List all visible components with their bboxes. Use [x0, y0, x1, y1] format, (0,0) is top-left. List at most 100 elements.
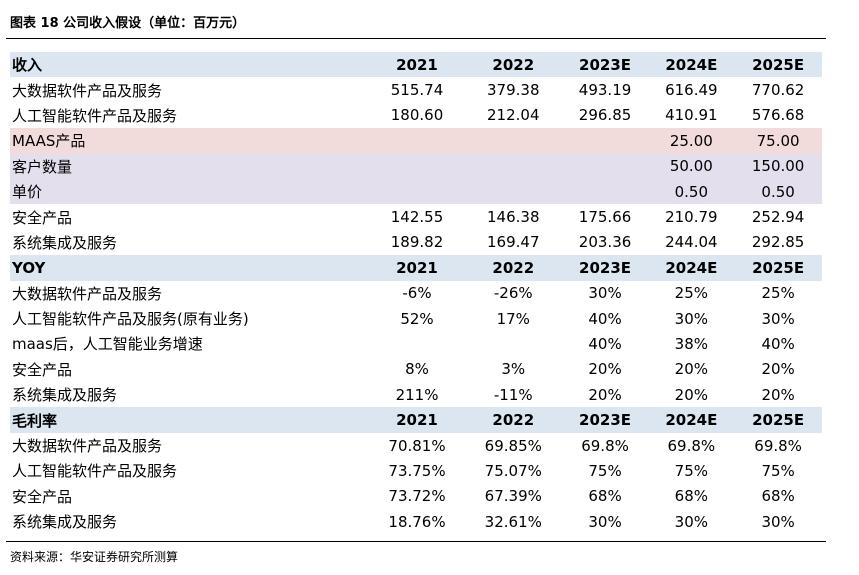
table-cell: 68%	[588, 487, 622, 506]
row-label: 安全产品	[12, 208, 73, 227]
table-row: 系统集成及服务 18.76% 32.61% 30% 30% 30%	[10, 509, 822, 534]
table-cell: 30%	[674, 309, 708, 328]
table-cell: 203.36	[578, 233, 632, 252]
table-cell: 30%	[761, 512, 795, 531]
table-cell: 70.81%	[388, 436, 446, 455]
table-cell: 20%	[761, 385, 795, 404]
table-cell: 2024E	[665, 55, 718, 74]
table-cell: 146.38	[487, 208, 540, 227]
table-cell: 25%	[674, 284, 708, 303]
table-row: 大数据软件产品及服务 70.81% 69.85% 69.8% 69.8% 69.8%	[10, 433, 822, 458]
table-cell: 616.49	[665, 81, 718, 100]
table-cell: 73.75%	[388, 461, 446, 480]
row-label: 大数据软件产品及服务	[12, 284, 163, 303]
table-cell: 142.55	[390, 208, 444, 227]
row-label: 人工智能软件产品及服务	[12, 106, 178, 125]
row-label: 毛利率	[12, 411, 58, 430]
table-cell: 68%	[674, 487, 708, 506]
table-cell: 515.74	[390, 81, 444, 100]
table-row: 人工智能软件产品及服务 180.60 212.04 296.85 410.91 576.6…	[10, 103, 822, 128]
table-cell: 69.8%	[667, 436, 716, 455]
table: 收入 2021 2022 2023E 2024E 2025E 大数据软件产品及服务 515.7…	[10, 52, 822, 534]
table-cell: 73.72%	[388, 487, 446, 506]
table-cell: 150.00	[751, 157, 805, 176]
table-cell: 292.85	[751, 233, 805, 252]
source: 资料来源：华安证券研究所测算	[10, 550, 179, 564]
table-cell: 2023E	[579, 55, 632, 74]
table-cell: 2022	[492, 411, 535, 430]
table-row: 系统集成及服务 211% -11% 20% 20% 20%	[10, 382, 822, 407]
table-cell: 2021	[396, 258, 438, 277]
table-cell: 38%	[674, 334, 708, 353]
table-cell: 2023E	[579, 411, 632, 430]
table-cell: 40%	[761, 334, 795, 353]
row-label: maas后，人工智能业务增速	[12, 335, 203, 354]
row-label: 人工智能软件产品及服务(原有业务)	[12, 310, 249, 329]
table-row: 安全产品 8% 3% 20% 20% 20%	[10, 357, 822, 382]
table-row: 系统集成及服务 189.82 169.47 203.36 244.04 292.85	[10, 230, 822, 255]
table-cell: 2022	[492, 258, 535, 277]
row-label: 安全产品	[12, 487, 73, 506]
table-cell: 2025E	[752, 411, 805, 430]
table-cell: 50.00	[669, 157, 713, 176]
table-row: 毛利率 2021 2022 2023E 2024E 2025E	[10, 407, 822, 433]
rule	[6, 541, 826, 542]
table-row: 安全产品 142.55 146.38 175.66 210.79 252.94	[10, 204, 822, 229]
row-label: 安全产品	[12, 360, 73, 379]
row-label: 客户数量	[12, 157, 73, 176]
table-cell: 52%	[400, 309, 434, 328]
row-label: MAAS产品	[12, 132, 86, 151]
table-cell: 252.94	[751, 208, 805, 227]
table-cell: 244.04	[665, 233, 718, 252]
table-row: 大数据软件产品及服务 515.74 379.38 493.19 616.49 770.62	[10, 77, 822, 102]
table-cell: 180.60	[390, 106, 444, 125]
table-cell: 18.76%	[388, 512, 446, 531]
table-cell: 770.62	[751, 81, 805, 100]
table-cell: 212.04	[487, 106, 540, 125]
table-row: 安全产品 73.72% 67.39% 68% 68% 68%	[10, 484, 822, 509]
row-label: 系统集成及服务	[12, 233, 118, 252]
table-row: 人工智能软件产品及服务(原有业务) 52% 17% 40% 30% 30%	[10, 306, 822, 331]
table-cell: 576.68	[751, 106, 805, 125]
table-cell: 75%	[588, 461, 622, 480]
row-label: 大数据软件产品及服务	[12, 81, 163, 100]
table-cell: 30%	[588, 512, 622, 531]
table-cell: 210.79	[665, 208, 718, 227]
rule	[6, 38, 826, 39]
table-cell: 2023E	[579, 258, 632, 277]
table-cell: 0.50	[674, 182, 709, 201]
table-cell: 17%	[496, 309, 530, 328]
table-row: 大数据软件产品及服务 -6% -26% 30% 25% 25%	[10, 281, 822, 306]
table-cell: 2025E	[752, 55, 805, 74]
table-cell: 69.8%	[754, 436, 802, 455]
table-cell: 75%	[761, 461, 795, 480]
table-row: maas后，人工智能业务增速 40% 38% 40%	[10, 331, 822, 356]
table-cell: 2024E	[665, 258, 718, 277]
title: 图表 18 公司收入假设（单位：百万元）	[10, 16, 246, 31]
table-cell: 8%	[405, 360, 429, 379]
table-row: 人工智能软件产品及服务 73.75% 75.07% 75% 75% 75%	[10, 458, 822, 483]
table-cell: 2021	[396, 411, 438, 430]
row-label: 系统集成及服务	[12, 513, 118, 532]
table-cell: 2024E	[665, 411, 718, 430]
table-cell: 20%	[588, 360, 622, 379]
table-cell: 68%	[761, 487, 795, 506]
table-cell: 75.07%	[484, 461, 542, 480]
table-cell: -6%	[402, 284, 432, 303]
table-cell: 30%	[588, 284, 622, 303]
table-row: MAAS产品 25.00 75.00	[10, 128, 822, 154]
table-cell: 379.38	[487, 81, 540, 100]
table-cell: 175.66	[578, 208, 632, 227]
table-cell: 189.82	[390, 233, 444, 252]
table-cell: 20%	[674, 360, 708, 379]
row-label: 大数据软件产品及服务	[12, 437, 163, 456]
table-cell: 410.91	[665, 106, 718, 125]
table-cell: 169.47	[487, 233, 540, 252]
table-cell: 30%	[674, 512, 708, 531]
table-cell: 25%	[761, 284, 795, 303]
table-cell: 493.19	[578, 81, 632, 100]
table-cell: 25.00	[669, 131, 713, 150]
table-row: 收入 2021 2022 2023E 2024E 2025E	[10, 52, 822, 78]
row-label: 人工智能软件产品及服务	[12, 462, 178, 481]
